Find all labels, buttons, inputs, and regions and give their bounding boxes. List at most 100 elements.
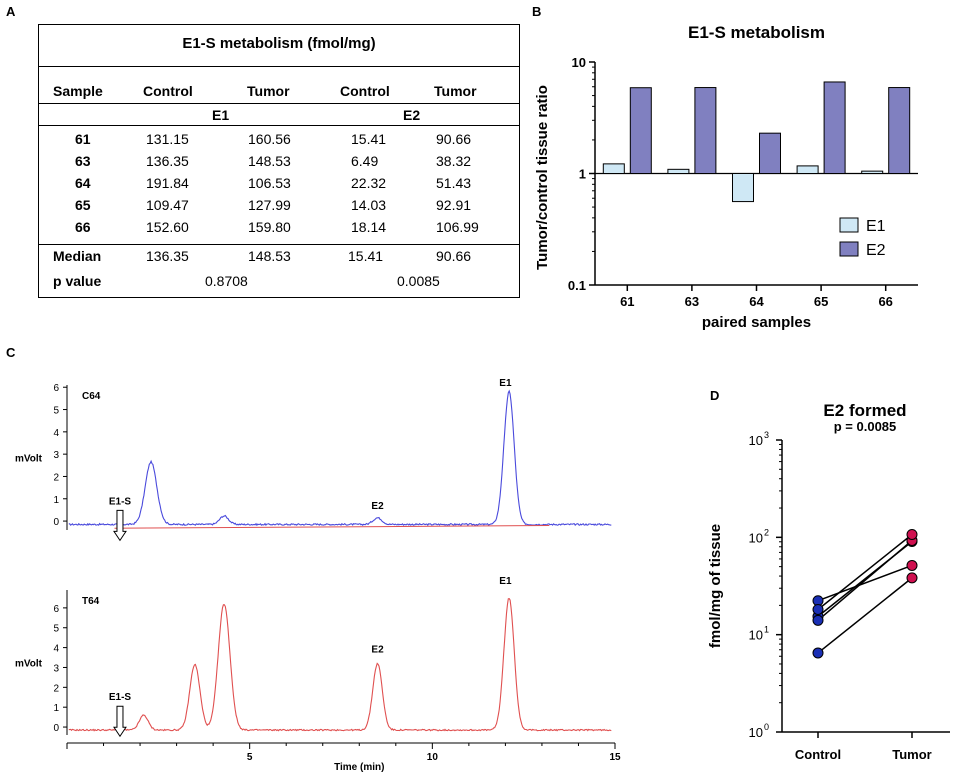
table-cell-e1-tumor: 159.80	[248, 219, 291, 235]
chart-b-bar-e1	[667, 168, 690, 175]
legend-label-e2: E2	[866, 242, 886, 259]
panel-label-c: C	[6, 345, 16, 360]
table-cell-e2-tumor: 90.66	[436, 131, 472, 147]
table-cell-e2-tumor: 106.99	[436, 219, 479, 235]
chart-d-y-tick-base: 10	[749, 628, 763, 643]
table-cell-sample: 64	[75, 175, 91, 191]
header-sample: Sample	[53, 83, 103, 99]
chromatogram-y-label: mVolt	[15, 659, 43, 670]
table-title: E1-S metabolism (fmol/mg)	[182, 35, 376, 52]
peak-label-e1-s: E1-S	[109, 692, 132, 703]
chromatogram-y-tick-label: 1	[53, 703, 59, 714]
control-point	[812, 603, 824, 615]
chart-b-x-label: paired samples	[702, 314, 811, 331]
table-divider	[39, 244, 519, 245]
pvalue-e2: 0.0085	[397, 273, 440, 289]
panel-label-a: A	[6, 4, 16, 19]
chart-b-x-tick-label: 61	[620, 294, 634, 309]
panel-label-b: B	[532, 4, 542, 19]
chromatogram-y-tick-label: 3	[53, 663, 59, 674]
chromatogram-y-tick-label: 3	[53, 450, 59, 461]
pvalue-e1: 0.8708	[205, 273, 248, 289]
chart-b-y-tick-label: 1	[579, 167, 586, 182]
chromatogram-y-tick-label: 0	[53, 517, 59, 528]
chromatogram-baseline	[114, 525, 550, 529]
chart-b-x-tick-label: 64	[749, 294, 764, 309]
chart-b-bar-e1	[602, 163, 625, 175]
median-e1-tumor: 148.53	[248, 248, 291, 264]
tumor-point	[906, 528, 918, 540]
header-e1-tumor: Tumor	[247, 83, 290, 99]
chart-b-bar-e1	[732, 173, 754, 203]
table-cell-e1-tumor: 127.99	[248, 197, 291, 213]
table-cell-e2-tumor: 51.43	[436, 175, 472, 191]
chart-b-x-tick-label: 63	[685, 294, 699, 309]
control-point	[812, 614, 824, 626]
chart-b-bar-e2	[823, 81, 846, 174]
chart-b-bar-e1	[861, 170, 884, 174]
chromatogram-x-label: Time (min)	[334, 762, 384, 773]
pair-connector-line	[817, 539, 913, 621]
table-cell-sample: 63	[75, 153, 91, 169]
chromatogram-y-tick-label: 1	[53, 495, 59, 506]
ratio-bar-chart: E1-S metabolism 0.1 1 10 61 63 64 65 66 paired sa…	[534, 23, 918, 331]
chromatogram-y-tick-label: 6	[53, 604, 59, 615]
table-cell-e1-control: 136.35	[146, 153, 189, 169]
chart-b-bar-e2	[694, 87, 717, 174]
header-e2-tumor: Tumor	[434, 83, 477, 99]
group-e1: E1	[212, 107, 230, 123]
metabolism-table: E1-S metabolism (fmol/mg) Sample Control…	[38, 24, 520, 298]
chromatogram-x-tick-label: 10	[427, 752, 439, 763]
chromatogram-chart: 0 1 2 3 4 5 6 mVolt C64 E1-S E2 E1 0 1 2 3 4 5 6 mVolt T64 E1…	[15, 378, 621, 773]
table-cell-e1-control: 191.84	[146, 175, 189, 191]
chart-d-subtitle: p = 0.0085	[834, 419, 897, 434]
chart-d-x-tick-label: Control	[795, 747, 841, 762]
group-e2: E2	[403, 107, 421, 123]
chromatogram-y-tick-label: 4	[53, 644, 59, 655]
chromatogram-y-tick-label: 0	[53, 723, 59, 734]
table-cell-e2-control: 18.14	[351, 219, 387, 235]
chromatogram-y-tick-label: 2	[53, 683, 59, 694]
chart-b-bar-e2	[888, 87, 911, 174]
table-cell-e1-tumor: 106.53	[248, 175, 291, 191]
control-point	[812, 647, 824, 659]
legend-label-e1: E1	[866, 218, 886, 235]
table-cell-e2-control: 22.32	[351, 175, 387, 191]
chart-b-x-tick-label: 65	[814, 294, 828, 309]
table-cell-e1-tumor: 160.56	[248, 131, 291, 147]
chromatogram-x-tick-label: 5	[247, 752, 253, 763]
table-cell-e2-control: 14.03	[351, 197, 387, 213]
table-divider	[39, 125, 519, 126]
chart-b-bar-e1	[796, 165, 819, 175]
chromatogram-y-tick-label: 5	[53, 624, 59, 635]
peak-label-e1: E1	[499, 378, 512, 389]
table-divider	[39, 66, 519, 67]
chart-d-y-label: fmol/mg of tissue	[707, 524, 724, 648]
chart-d-y-tick-exp: 1	[764, 625, 769, 635]
chromatogram-sample-label: C64	[82, 391, 101, 402]
pair-connector-line	[817, 533, 913, 611]
chromatogram-sample-label: T64	[82, 596, 100, 607]
chart-d-title: E2 formed	[823, 401, 906, 420]
tumor-point	[906, 559, 918, 571]
peak-label-e2: E2	[371, 645, 384, 656]
median-label: Median	[53, 248, 102, 264]
chart-d-y-tick-base: 10	[749, 530, 763, 545]
chart-b-y-tick-label: 0.1	[568, 278, 586, 293]
table-cell-e1-control: 131.15	[146, 131, 189, 147]
median-e2-control: 15.41	[348, 248, 384, 264]
chart-b-y-label: Tumor/control tissue ratio	[534, 85, 551, 270]
peak-label-e1: E1	[499, 576, 512, 587]
table-cell-e2-tumor: 92.91	[436, 197, 472, 213]
tumor-point	[906, 572, 918, 584]
chromatogram-trace-t64	[68, 597, 612, 732]
table-cell-e1-control: 152.60	[146, 219, 189, 235]
pvalue-label: p value	[53, 273, 102, 289]
chromatogram-x-tick-label: 15	[609, 752, 621, 763]
injection-arrow-icon	[113, 509, 127, 542]
chart-d-y-tick-exp: 0	[764, 722, 769, 732]
chromatogram-trace-c64	[68, 389, 612, 527]
peak-label-e1-s: E1-S	[109, 496, 132, 507]
chart-d-y-tick-base: 10	[749, 433, 763, 448]
